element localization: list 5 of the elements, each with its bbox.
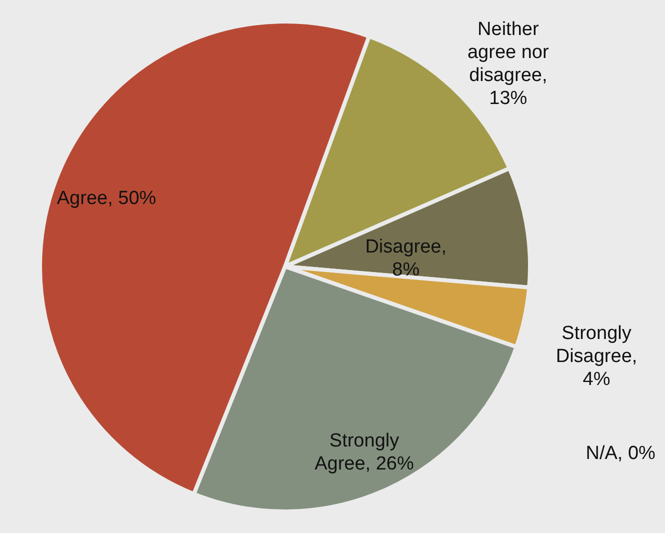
category-label: N/A, 0% [586,443,656,464]
slice-label: Neither agree nor disagree, 13% [467,19,550,110]
slice-label: Agree, 50% [56,188,156,210]
slice-label: Strongly Agree, 26% [314,430,414,474]
slice-label: Strongly Disagree, 4% [556,322,638,390]
